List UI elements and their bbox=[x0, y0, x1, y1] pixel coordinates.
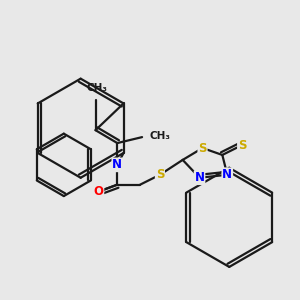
Text: S: S bbox=[238, 139, 246, 152]
Text: CH₃: CH₃ bbox=[149, 130, 170, 141]
Text: S: S bbox=[156, 168, 164, 181]
Text: S: S bbox=[198, 142, 207, 154]
Text: N: N bbox=[222, 168, 232, 181]
Text: CH₃: CH₃ bbox=[86, 83, 107, 93]
Text: N: N bbox=[112, 158, 122, 171]
Text: O: O bbox=[94, 185, 103, 198]
Text: N: N bbox=[194, 171, 205, 184]
